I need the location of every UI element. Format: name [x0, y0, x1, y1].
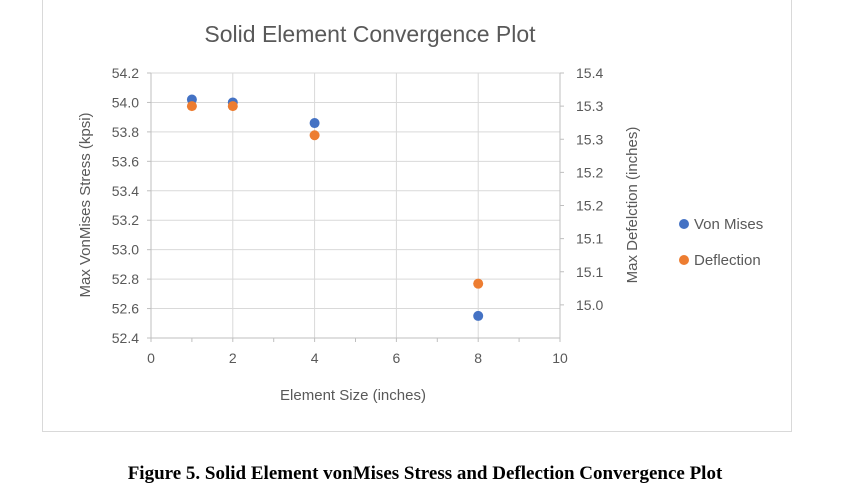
chart-frame: [42, 0, 792, 432]
y-tick-label: 52.8: [112, 271, 139, 287]
von-mises-point: [473, 310, 484, 321]
y-tick-label: 53.0: [112, 242, 139, 258]
scatter-chart: Solid Element Convergence Plot 0 2 4 6 8 10 54…: [77, 21, 763, 404]
x-tick-label: 10: [552, 350, 568, 366]
von-mises-point: [309, 118, 320, 129]
x-tick-label: 8: [474, 350, 482, 366]
x-axis-label: Element Size (inches): [280, 387, 426, 404]
y2-tick-label: 15.3: [576, 98, 603, 114]
y-tick-label: 54.2: [112, 65, 139, 81]
x-tick-label: 0: [147, 350, 155, 366]
y2-tick-label: 15.0: [576, 297, 603, 313]
x-tick-label: 2: [229, 350, 237, 366]
chart-title: Solid Element Convergence Plot: [204, 21, 536, 47]
deflection-point: [473, 278, 484, 289]
tick-labels: 0 2 4 6 8 10 54.2 54.0 53.8 53.6 53.4 53.2 53.0 52.8 5…: [112, 65, 604, 366]
data-points: [186, 94, 484, 321]
y-tick-label: 53.8: [112, 124, 139, 140]
y-tick-label: 53.6: [112, 153, 139, 169]
y2-tick-label: 15.1: [576, 231, 603, 247]
y2-tick-label: 15.1: [576, 264, 603, 280]
figure-caption: Figure 5. Solid Element vonMises Stress …: [127, 463, 723, 484]
y-tick-label: 53.2: [112, 212, 139, 228]
y-tick-label: 54.0: [112, 94, 139, 110]
axes: [147, 72, 564, 342]
y-tick-label: 52.4: [112, 330, 139, 346]
gridlines: [150, 72, 561, 339]
y-tick-label: 52.6: [112, 301, 139, 317]
y2-tick-label: 15.2: [576, 198, 603, 214]
legend-label: Deflection: [694, 252, 761, 269]
y2-tick-label: 15.4: [576, 65, 603, 81]
legend-marker: [679, 219, 689, 229]
deflection-point: [227, 101, 238, 112]
y2-axis-label: Max Defelction (inches): [624, 127, 641, 284]
legend-marker: [679, 255, 689, 265]
x-tick-label: 6: [393, 350, 401, 366]
x-tick-label: 4: [311, 350, 319, 366]
deflection-point: [309, 130, 320, 141]
y-axis-label: Max VonMises Stress (kpsi): [77, 112, 94, 297]
y2-tick-label: 15.2: [576, 164, 603, 180]
y-tick-label: 53.4: [112, 183, 139, 199]
y2-tick-label: 15.3: [576, 131, 603, 147]
legend-label: Von Mises: [694, 216, 763, 233]
deflection-point: [186, 101, 197, 112]
legend: Von Mises Deflection: [679, 216, 763, 269]
